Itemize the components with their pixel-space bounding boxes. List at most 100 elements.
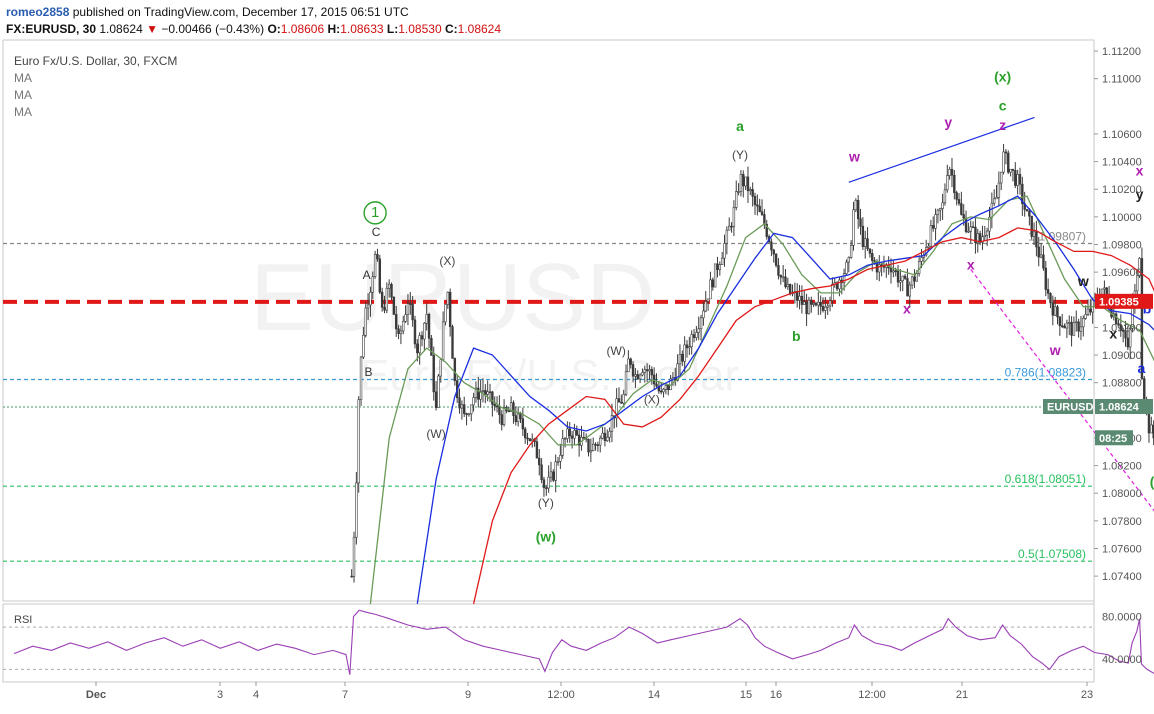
candle-body-233 <box>896 270 900 283</box>
candle-body-250 <box>936 209 940 215</box>
candle-body-247 <box>929 225 933 247</box>
candle-body-54 <box>477 387 480 400</box>
candle-body-218 <box>861 225 865 247</box>
rsi-indicator: 80.0000 40.0000 <box>3 609 1154 675</box>
time-tick-label-8: 16 <box>770 689 782 701</box>
candle-body-155 <box>713 263 717 288</box>
candle-body-213 <box>849 245 853 258</box>
candle-body-3 <box>357 399 360 484</box>
candle-body-170 <box>749 189 752 192</box>
candle-body-252 <box>941 202 944 209</box>
candle-body-72 <box>519 413 522 419</box>
wave-label-13: w <box>848 149 860 165</box>
candle-body-79 <box>535 441 539 459</box>
wave-label-7: (w) <box>536 529 556 545</box>
candle-body-144 <box>688 346 691 349</box>
chart-header: romeo2858 published on TradingView.com, … <box>0 0 1154 40</box>
candle-body-102 <box>589 450 593 453</box>
candle-body-251 <box>939 208 942 211</box>
candle-body-132 <box>659 390 663 393</box>
time-tick-label-4: 9 <box>465 689 471 701</box>
candle-body-159 <box>723 243 726 259</box>
wave-label-0: 1 <box>371 204 379 221</box>
price-tick-label-10: 1.08800 <box>1102 378 1142 390</box>
candle-body-123 <box>638 374 642 380</box>
candle-body-304 <box>1063 325 1066 329</box>
candle-body-294 <box>1039 254 1043 258</box>
candle-body-13 <box>380 291 384 308</box>
candle-body-39 <box>441 321 445 360</box>
candle-body-309 <box>1075 321 1078 324</box>
candle-body-277 <box>1000 171 1003 184</box>
candle-body-217 <box>859 218 862 227</box>
candle-body-60 <box>491 391 494 405</box>
candle-body-168 <box>744 176 747 187</box>
candle-body-40 <box>444 304 447 323</box>
high-value: 1.08633 <box>340 22 384 36</box>
candle-body-161 <box>728 225 731 231</box>
candle-body-15 <box>385 287 389 311</box>
candle-body-103 <box>591 443 595 452</box>
candle-body-297 <box>1046 289 1050 294</box>
candle-body-271 <box>985 230 989 236</box>
candle-body-8 <box>369 291 372 306</box>
candle-body-165 <box>737 191 740 193</box>
candle-body-313 <box>1084 314 1087 319</box>
candle-body-196 <box>810 299 813 305</box>
candle-body-44 <box>453 358 457 381</box>
candle-body-61 <box>493 404 496 407</box>
candle-body-231 <box>892 270 895 273</box>
candle-body-12 <box>378 258 381 293</box>
candle-body-150 <box>702 310 705 319</box>
candle-body-295 <box>1042 254 1045 269</box>
candle-body-328 <box>1119 324 1123 331</box>
candle-body-91 <box>563 438 567 440</box>
candle-body-24 <box>406 303 410 315</box>
wave-label-5: (W) <box>426 427 445 441</box>
candle-body-89 <box>559 454 562 462</box>
price-badge-text-0: 1.09385 <box>1099 296 1139 308</box>
candle-body-120 <box>631 364 635 377</box>
wave-label-10: a <box>736 118 744 134</box>
candle-body-176 <box>763 214 766 225</box>
horizontal-levels: 1(1.09807) 0.786(1.08823) 0.618(1.08051) 0.… <box>3 230 1094 562</box>
candle-body-153 <box>709 279 712 300</box>
candle-body-11 <box>376 254 379 260</box>
time-axis[interactable]: Dec 3 4 7 9 12:00 14 15 16 12:00 21 23 <box>86 682 1093 701</box>
candle-body-330 <box>1124 330 1127 339</box>
candle-body-279 <box>1004 151 1008 154</box>
candle-body-284 <box>1016 174 1019 186</box>
candle-body-239 <box>910 276 914 286</box>
candle-body-10 <box>373 254 377 278</box>
candle-body-202 <box>824 306 827 311</box>
candle-body-53 <box>474 387 478 398</box>
candle-body-167 <box>742 173 745 187</box>
open-value: 1.08606 <box>280 22 325 36</box>
candle-body-151 <box>704 301 707 312</box>
candle-body-337 <box>1140 258 1144 379</box>
candle-body-249 <box>934 214 937 229</box>
level-label-4: 0.618(1.08051) <box>1005 472 1086 486</box>
time-tick-label-2: 4 <box>253 689 259 701</box>
candle-body-124 <box>641 372 644 376</box>
candle-body-105 <box>596 444 600 446</box>
candle-body-268 <box>978 233 982 243</box>
price-axis[interactable]: 1.11200 1.11000 1.10600 1.10400 1.10200 1.100… <box>1094 46 1142 583</box>
candle-body-219 <box>864 238 867 247</box>
candle-body-306 <box>1068 321 1071 324</box>
candle-body-110 <box>608 431 611 438</box>
price-tick-label-13: 1.08000 <box>1102 488 1142 500</box>
author-link[interactable]: romeo2858 <box>6 5 70 19</box>
time-tick-label-1: 3 <box>217 689 223 701</box>
trendline-0 <box>848 116 1035 183</box>
wave-label-22: x <box>1109 325 1117 341</box>
candle-body-129 <box>652 374 656 385</box>
rsi-pane[interactable] <box>2 603 1095 683</box>
main-pane[interactable] <box>2 39 1095 602</box>
candle-body-2 <box>355 482 358 538</box>
rsi-label: RSI <box>14 614 32 626</box>
candle-body-203 <box>826 305 829 308</box>
candle-body-135 <box>667 385 670 391</box>
candle-body-139 <box>676 363 679 381</box>
